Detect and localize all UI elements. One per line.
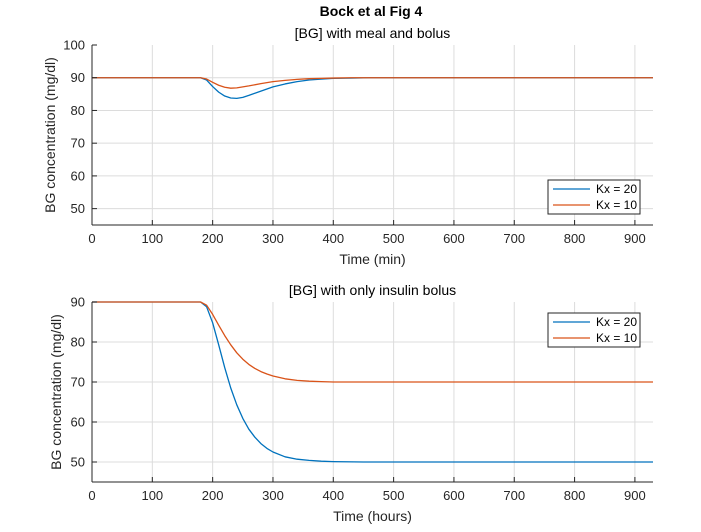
- y-tick-label: 90: [71, 70, 85, 85]
- y-axis-label: BG concentration (mg/dl): [48, 314, 64, 470]
- figure-title: Bock et al Fig 4: [320, 3, 423, 19]
- subplot-meal-and-bolus: 0 100 200 300 400 500 600 700 800 900 50 60 70 80 90 10…: [42, 25, 653, 267]
- x-tick-label: 900: [624, 231, 646, 246]
- y-tick-label: 70: [71, 375, 85, 390]
- x-tick-label: 0: [88, 231, 95, 246]
- x-tick-label: 700: [503, 231, 525, 246]
- x-tick-label: 500: [383, 488, 405, 503]
- axes: 0 100 200 300 400 500 600 700 800 900 50 60 70 80 90: [71, 295, 653, 503]
- series-line-kx-10: [92, 301, 653, 383]
- y-tick-label: 50: [71, 201, 85, 216]
- x-tick-label: 300: [262, 231, 284, 246]
- y-tick-label: 50: [71, 455, 85, 470]
- y-tick-label: 60: [71, 415, 85, 430]
- x-tick-label: 700: [503, 488, 525, 503]
- x-tick-label: 200: [202, 488, 224, 503]
- x-tick-label: 600: [443, 488, 465, 503]
- x-axis-label: Time (hours): [333, 508, 412, 524]
- series-lines: [92, 301, 653, 463]
- y-tick-label: 100: [63, 38, 85, 53]
- y-tick-label: 80: [71, 335, 85, 350]
- x-tick-label: 400: [322, 231, 344, 246]
- y-tick-label: 70: [71, 136, 85, 151]
- x-axis-label: Time (min): [339, 251, 405, 267]
- y-tick-label: 80: [71, 103, 85, 118]
- legend-box: [547, 179, 641, 215]
- legend: Kx = 20 Kx = 10: [547, 179, 641, 215]
- axes: 0 100 200 300 400 500 600 700 800 900 50 60 70 80 90 10…: [63, 38, 653, 246]
- legend-label: Kx = 20: [596, 182, 637, 196]
- x-tick-label: 100: [141, 231, 163, 246]
- x-tick-label: 800: [564, 231, 586, 246]
- legend-label: Kx = 20: [596, 315, 637, 329]
- x-tick-label: 0: [88, 488, 95, 503]
- series-line-kx-20: [92, 301, 653, 463]
- plot-title: [BG] with meal and bolus: [295, 25, 451, 41]
- x-tick-label: 600: [443, 231, 465, 246]
- legend-label: Kx = 10: [596, 198, 637, 212]
- x-tick-label: 200: [202, 231, 224, 246]
- legend-label: Kx = 10: [596, 331, 637, 345]
- subplot-insulin-bolus: 0 100 200 300 400 500 600 700 800 900 50 60 70 80 90 […: [48, 282, 653, 524]
- x-tick-label: 800: [564, 488, 586, 503]
- x-tick-label: 300: [262, 488, 284, 503]
- x-tick-label: 400: [322, 488, 344, 503]
- x-tick-label: 100: [141, 488, 163, 503]
- legend: Kx = 20 Kx = 10: [547, 312, 641, 348]
- series-line-kx-10: [92, 77, 653, 89]
- x-tick-label: 900: [624, 488, 646, 503]
- series-lines: [92, 77, 653, 99]
- y-axis-label: BG concentration (mg/dl): [42, 57, 58, 213]
- legend-box: [547, 312, 641, 348]
- y-tick-label: 60: [71, 168, 85, 183]
- x-tick-label: 500: [383, 231, 405, 246]
- y-tick-label: 90: [71, 295, 85, 310]
- plot-title: [BG] with only insulin bolus: [289, 282, 456, 298]
